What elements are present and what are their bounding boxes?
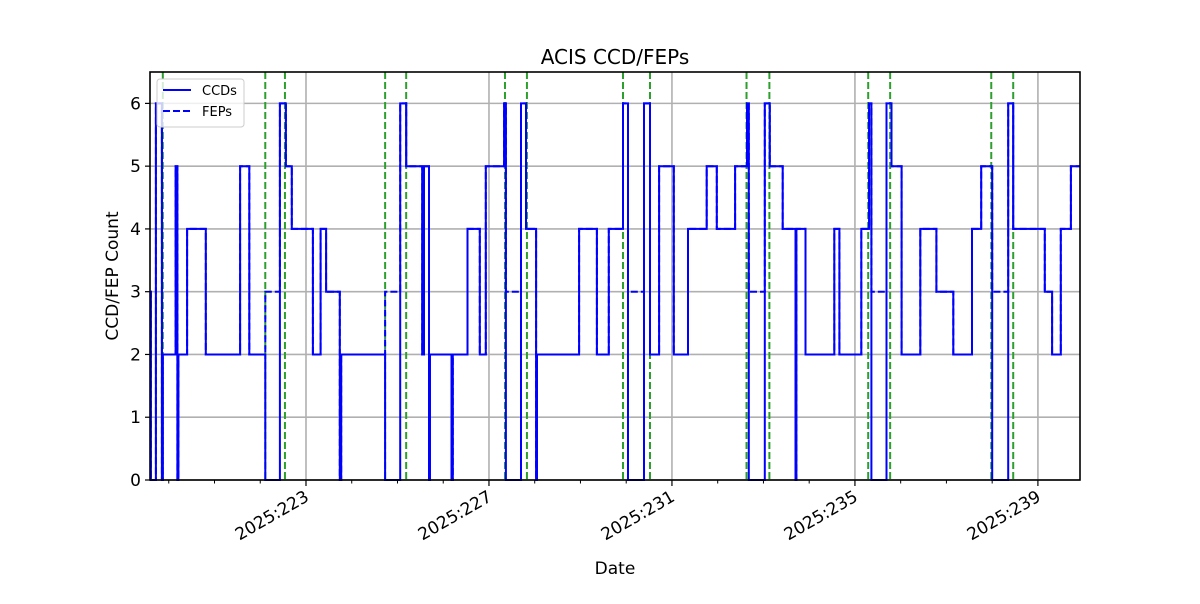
chart-title: ACIS CCD/FEPs: [541, 45, 690, 69]
y-tick-label: 4: [130, 220, 141, 240]
y-tick-label: 1: [130, 408, 141, 428]
legend-feps-label: FEPs: [202, 105, 232, 120]
grid-lines: [150, 72, 1080, 481]
y-tick-label: 5: [130, 157, 141, 177]
plot-frame: [149, 71, 1081, 481]
y-axis-ticks: 0 1 2 3 4 5 6: [130, 94, 150, 491]
x-axis-label: Date: [595, 559, 636, 579]
y-tick-label: 6: [130, 94, 141, 114]
data-series: [149, 102, 1080, 481]
ccds-step-line: [149, 102, 1080, 481]
legend: CCDs FEPs: [156, 78, 245, 128]
y-axis-label: CCD/FEP Count: [103, 211, 123, 341]
y-tick-label: 0: [130, 471, 141, 491]
legend-ccds-label: CCDs: [202, 84, 237, 99]
y-tick-label: 3: [130, 283, 141, 303]
y-tick-label: 2: [130, 345, 141, 365]
